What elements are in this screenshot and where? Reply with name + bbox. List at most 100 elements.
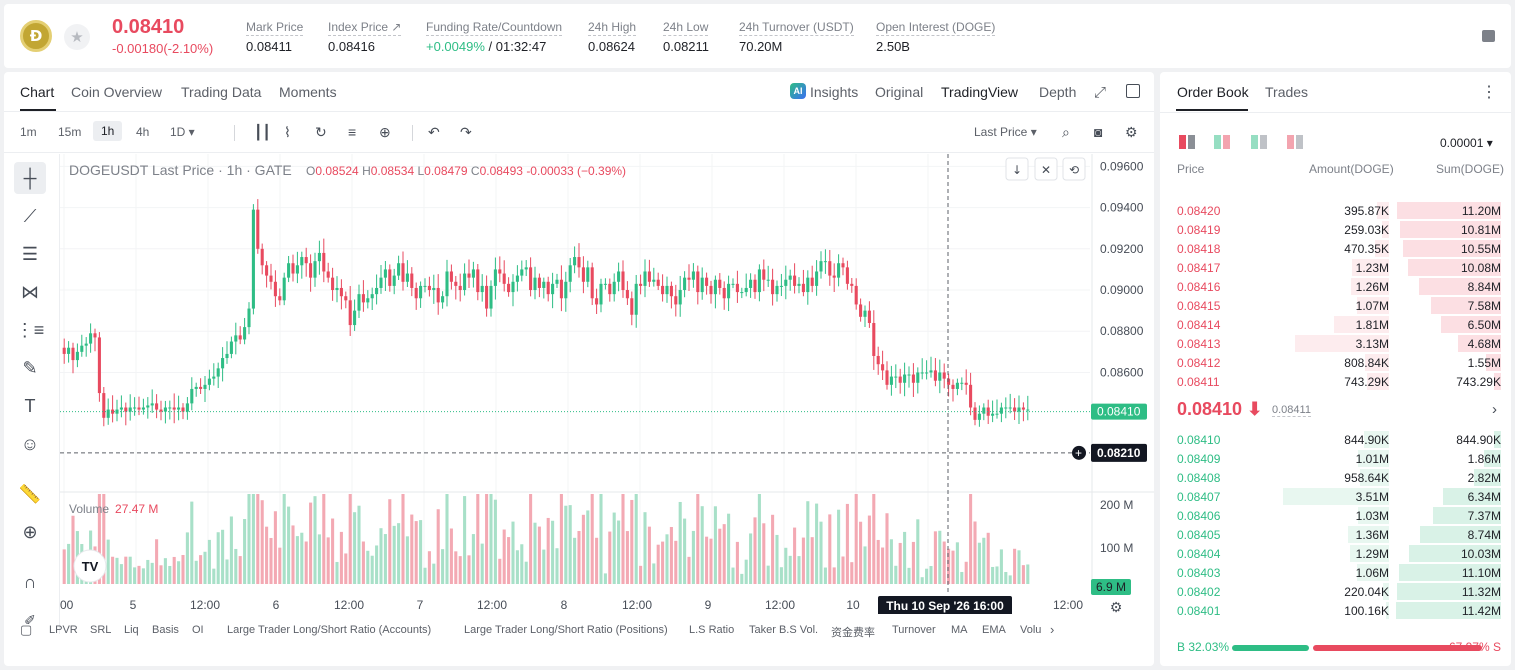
bid-row[interactable]: 0.08405 1.36M 8.74M <box>1160 525 1511 544</box>
tradingview-chart[interactable]: 0.09600 0.09400 0.09200 0.09000 0.08800 0.086… <box>60 154 1154 616</box>
ruler-icon[interactable]: 📏 <box>18 483 42 504</box>
tab-coin-overview[interactable]: Coin Overview <box>71 84 163 100</box>
more-options-icon[interactable]: ⋮ <box>1481 84 1497 101</box>
tick-size-dropdown[interactable]: 0.00001 ▾ <box>1440 136 1493 150</box>
layout-both-icon[interactable] <box>1179 135 1195 149</box>
layout-asks-icon[interactable] <box>1214 135 1230 149</box>
stat-label[interactable]: Mark Price <box>246 20 304 36</box>
view-depth[interactable]: Depth <box>1039 84 1077 100</box>
window-icon[interactable] <box>1126 84 1140 98</box>
bid-row[interactable]: 0.08406 1.03M 7.37M <box>1160 506 1511 525</box>
templates-icon[interactable]: ≡ <box>348 124 357 140</box>
stat-label[interactable]: Index Price ↗ <box>328 20 402 36</box>
indicator-volume[interactable]: Volu <box>1020 624 1042 636</box>
candlestick-chart-svg[interactable]: 0.09600 0.09400 0.09200 0.09000 0.08800 0.086… <box>60 154 1154 616</box>
expand-icon[interactable]: ⤢ <box>1094 84 1107 101</box>
tab-chart[interactable]: Chart <box>20 84 55 100</box>
scroll-right-icon[interactable]: › <box>1050 622 1055 637</box>
zoom-in-icon[interactable]: ⊕ <box>22 521 38 542</box>
stat-label[interactable]: 24h Turnover (USDT) <box>739 20 854 36</box>
ask-row[interactable]: 0.08416 1.26M 8.84M <box>1160 277 1511 296</box>
ask-row[interactable]: 0.08413 3.13M 4.68M <box>1160 334 1511 353</box>
bid-row[interactable]: 0.08409 1.01M 1.86M <box>1160 449 1511 468</box>
price-type-dropdown[interactable]: Last Price ▾ <box>974 125 1037 139</box>
view-original[interactable]: Original <box>875 84 924 100</box>
interval-15m[interactable]: 15m <box>58 125 82 139</box>
brush-icon[interactable]: ✎ <box>22 357 38 378</box>
indicator-taker-bs[interactable]: Taker B.S Vol. <box>749 624 819 636</box>
redo-icon[interactable]: ↷ <box>460 124 472 140</box>
indicator-basis[interactable]: Basis <box>152 624 179 636</box>
layout-sells-icon[interactable] <box>1287 135 1303 149</box>
mid-mark-price: 0.08411 <box>1272 404 1311 417</box>
ask-row[interactable]: 0.08417 1.23M 10.08M <box>1160 258 1511 277</box>
settings-gear-icon[interactable]: ⚙ <box>1125 124 1138 140</box>
view-insights[interactable]: Insights <box>810 84 859 100</box>
magnet-icon[interactable]: ∩ <box>23 571 37 592</box>
amount-depth-bar <box>1383 583 1389 600</box>
bid-row[interactable]: 0.08401 100.16K 11.42M <box>1160 601 1511 620</box>
trendline-icon[interactable]: ⟋ <box>23 205 37 226</box>
interval-1d-dropdown[interactable]: 1D ▾ <box>170 125 195 139</box>
indicator-turnover[interactable]: Turnover <box>892 624 936 636</box>
layout-bids-icon[interactable] <box>1251 135 1267 149</box>
chevron-right-icon[interactable]: › <box>1492 401 1497 418</box>
view-tradingview[interactable]: TradingView <box>941 84 1019 100</box>
interval-4h[interactable]: 4h <box>136 125 150 139</box>
ohlc-close: 0.08493 <box>479 164 523 178</box>
text-tool-icon[interactable]: T <box>24 395 36 416</box>
search-icon[interactable]: ⌕ <box>1062 124 1070 140</box>
stat-label[interactable]: Funding Rate/Countdown <box>426 20 563 36</box>
refresh-icon[interactable]: ↻ <box>315 124 327 140</box>
price-change: -0.00180(-2.10%) <box>112 41 214 56</box>
active-tab-indicator <box>1176 109 1248 111</box>
pencil-lock-icon[interactable]: ✐ <box>24 611 36 628</box>
ask-row[interactable]: 0.08418 470.35K 10.55M <box>1160 239 1511 258</box>
stat-value: 70.20M <box>739 39 783 54</box>
candle-type-icon[interactable]: ┃┃ <box>254 124 271 140</box>
indicator-oi[interactable]: OI <box>192 624 204 636</box>
notes-icon[interactable] <box>1482 30 1495 42</box>
add-indicator-icon[interactable]: ⊕ <box>379 124 391 140</box>
ask-row[interactable]: 0.08411 743.29K 743.29K <box>1160 372 1511 391</box>
ask-row[interactable]: 0.08419 259.03K 10.81M <box>1160 220 1511 239</box>
undo-icon[interactable]: ↶ <box>428 124 440 140</box>
bid-row[interactable]: 0.08403 1.06M 11.10M <box>1160 563 1511 582</box>
bid-row[interactable]: 0.08410 844.90K 844.90K <box>1160 430 1511 449</box>
stat-label[interactable]: Open Interest (DOGE) <box>876 20 996 36</box>
indicator-ema[interactable]: EMA <box>982 624 1006 636</box>
candle-body <box>986 407 990 416</box>
ask-row[interactable]: 0.08420 395.87K 11.20M <box>1160 201 1511 220</box>
indicator-srl[interactable]: SRL <box>90 624 112 636</box>
indicator-settings-icon[interactable]: ▢ <box>20 622 33 637</box>
tab-order-book[interactable]: Order Book <box>1177 84 1249 100</box>
indicator-liq[interactable]: Liq <box>124 624 139 636</box>
indicators-icon[interactable]: ⌇ <box>284 124 291 140</box>
interval-1m[interactable]: 1m <box>20 125 37 139</box>
interval-1h[interactable]: 1h <box>93 121 123 141</box>
volume-bar <box>573 537 577 584</box>
indicator-lpvr[interactable]: LPVR <box>49 624 78 636</box>
bid-row[interactable]: 0.08402 220.04K 11.32M <box>1160 582 1511 601</box>
indicator-lt-positions[interactable]: Large Trader Long/Short Ratio (Positions… <box>464 624 668 636</box>
pattern-icon[interactable]: ⋈ <box>21 281 39 302</box>
favorite-star-icon[interactable]: ★ <box>64 24 90 50</box>
indicator-ls-ratio[interactable]: L.S Ratio <box>689 624 735 636</box>
crosshair-icon[interactable]: ┼ <box>14 162 46 194</box>
ask-row[interactable]: 0.08414 1.81M 6.50M <box>1160 315 1511 334</box>
horizontal-lines-icon[interactable]: ☰ <box>21 243 39 264</box>
bid-row[interactable]: 0.08408 958.64K 2.82M <box>1160 468 1511 487</box>
camera-icon[interactable]: ◙ <box>1094 124 1103 140</box>
bid-row[interactable]: 0.08404 1.29M 10.03M <box>1160 544 1511 563</box>
bid-row[interactable]: 0.08407 3.51M 6.34M <box>1160 487 1511 506</box>
indicator-funding[interactable]: 资金费率 <box>831 627 875 639</box>
indicator-ma[interactable]: MA <box>951 624 968 636</box>
fib-icon[interactable]: ⋮≡ <box>15 319 45 340</box>
tab-trades[interactable]: Trades <box>1265 84 1309 100</box>
indicator-lt-accounts[interactable]: Large Trader Long/Short Ratio (Accounts) <box>227 624 432 636</box>
ask-row[interactable]: 0.08412 808.84K 1.55M <box>1160 353 1511 372</box>
tab-moments[interactable]: Moments <box>279 84 337 100</box>
tab-trading-data[interactable]: Trading Data <box>181 84 262 100</box>
ask-row[interactable]: 0.08415 1.07M 7.58M <box>1160 296 1511 315</box>
emoji-icon[interactable]: ☺ <box>20 433 40 454</box>
